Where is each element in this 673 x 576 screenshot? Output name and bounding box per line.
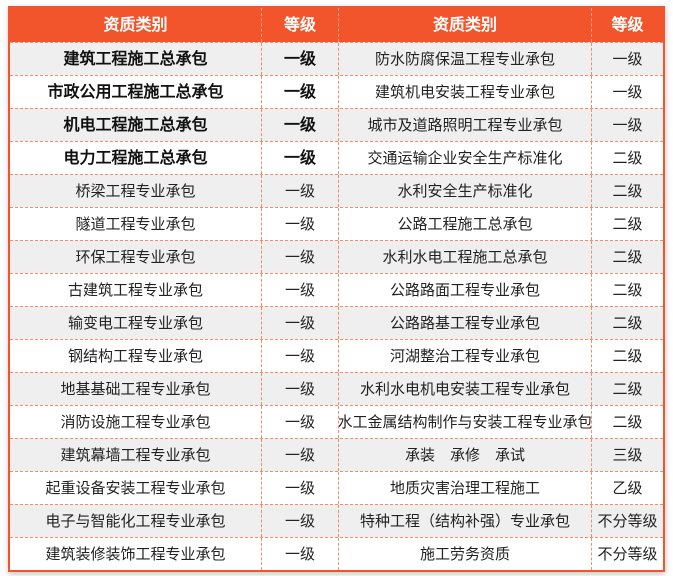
cell-qualification-left: 市政公用工程施工总承包 [10,76,262,108]
cell-qualification-right: 水工金属结构制作与安装工程专业承包 [339,406,592,438]
table-row: 建筑装修装饰工程专业承包 一级 施工劳务资质 不分等级 [10,537,663,570]
table-row: 钢结构工程专业承包 一级 河湖整治工程专业承包 二级 [10,339,663,372]
cell-qualification-right: 防水防腐保温工程专业承包 [339,43,592,75]
table-row: 隧道工程专业承包 一级 公路工程施工总承包 二级 [10,207,663,240]
cell-qualification-right: 公路路面工程专业承包 [339,274,592,306]
cell-qualification-left: 地基基础工程专业承包 [10,373,262,405]
cell-qualification-right: 水利水电工程施工总承包 [339,241,592,273]
table-row: 电力工程施工总承包 一级 交通运输企业安全生产标准化 二级 [10,141,663,174]
cell-qualification-left: 钢结构工程专业承包 [10,340,262,372]
cell-grade-right: 二级 [612,313,643,332]
cell-qualification-right: 建筑机电安装工程专业承包 [339,76,592,108]
cell-grade-left: 一级 [262,208,339,240]
cell-grade-left: 一级 [262,43,339,75]
cell-grade-right: 一级 [612,49,643,68]
cell-grade-left: 一级 [262,307,339,339]
header-grade-right: 等级 [611,15,644,34]
cell-grade-right: 二级 [612,412,643,431]
cell-qualification-right: 地质灾害治理工程施工 [339,472,592,504]
cell-grade-right: 一级 [612,115,643,134]
table-row: 建筑幕墙工程专业承包 一级 承装 承修 承试 三级 [10,438,663,471]
cell-qualification-left: 电力工程施工总承包 [10,142,262,174]
table-row: 机电工程施工总承包 一级 城市及道路照明工程专业承包 一级 [10,108,663,141]
cell-grade-right: 二级 [612,379,643,398]
cell-qualification-left: 建筑工程施工总承包 [10,43,262,75]
cell-grade-left: 一级 [262,406,339,438]
cell-qualification-right: 交通运输企业安全生产标准化 [339,142,592,174]
cell-grade-left: 一级 [262,142,339,174]
cell-grade-right: 二级 [612,181,643,200]
cell-qualification-left: 输变电工程专业承包 [10,307,262,339]
cell-qualification-right: 公路工程施工总承包 [339,208,592,240]
cell-qualification-right: 城市及道路照明工程专业承包 [339,109,592,141]
table-row: 起重设备安装工程专业承包 一级 地质灾害治理工程施工 乙级 [10,471,663,504]
cell-grade-right: 二级 [612,346,643,365]
cell-grade-left: 一级 [262,538,339,570]
cell-qualification-left: 建筑装修装饰工程专业承包 [10,538,262,570]
cell-grade-right: 二级 [612,148,643,167]
table-row: 桥梁工程专业承包 一级 水利安全生产标准化 二级 [10,174,663,207]
table-row: 消防设施工程专业承包 一级 水工金属结构制作与安装工程专业承包 二级 [10,405,663,438]
cell-grade-left: 一级 [262,505,339,537]
cell-grade-right: 三级 [612,445,643,464]
cell-qualification-right: 特种工程（结构补强）专业承包 [339,505,592,537]
cell-qualification-right: 施工劳务资质 [339,538,592,570]
header-qualification-right: 资质类别 [339,8,592,42]
cell-qualification-right: 水利安全生产标准化 [339,175,592,207]
cell-qualification-left: 古建筑工程专业承包 [10,274,262,306]
cell-grade-left: 一级 [262,109,339,141]
cell-grade-right: 一级 [612,82,643,101]
cell-qualification-right: 水利水电机电安装工程专业承包 [339,373,592,405]
cell-grade-left: 一级 [262,274,339,306]
cell-qualification-left: 机电工程施工总承包 [10,109,262,141]
cell-qualification-right: 承装 承修 承试 [339,439,592,471]
header-qualification-left: 资质类别 [10,8,262,42]
table-row: 古建筑工程专业承包 一级 公路路面工程专业承包 二级 [10,273,663,306]
cell-qualification-right: 河湖整治工程专业承包 [339,340,592,372]
cell-qualification-left: 桥梁工程专业承包 [10,175,262,207]
cell-qualification-left: 建筑幕墙工程专业承包 [10,439,262,471]
cell-qualification-left: 消防设施工程专业承包 [10,406,262,438]
cell-grade-left: 一级 [262,340,339,372]
cell-grade-left: 一级 [262,76,339,108]
cell-qualification-left: 电子与智能化工程专业承包 [10,505,262,537]
cell-grade-right: 不分等级 [597,511,658,530]
cell-grade-right: 二级 [612,280,643,299]
cell-grade-left: 一级 [262,241,339,273]
table-header-row: 资质类别 等级 资质类别 等级 [10,8,663,42]
table-row: 电子与智能化工程专业承包 一级 特种工程（结构补强）专业承包 不分等级 [10,504,663,537]
table-row: 环保工程专业承包 一级 水利水电工程施工总承包 二级 [10,240,663,273]
cell-qualification-left: 起重设备安装工程专业承包 [10,472,262,504]
cell-grade-right: 不分等级 [597,544,658,563]
cell-grade-right: 二级 [612,214,643,233]
cell-grade-right: 乙级 [612,478,643,497]
table-row: 市政公用工程施工总承包 一级 建筑机电安装工程专业承包 一级 [10,75,663,108]
cell-grade-left: 一级 [262,373,339,405]
qualification-grade-table: 资质类别 等级 资质类别 等级 建筑工程施工总承包 一级 防水防腐保温工程专业承… [8,6,665,572]
cell-grade-left: 一级 [262,439,339,471]
cell-qualification-right: 公路路基工程专业承包 [339,307,592,339]
cell-grade-left: 一级 [262,472,339,504]
cell-grade-left: 一级 [262,175,339,207]
cell-grade-right: 二级 [612,247,643,266]
cell-qualification-left: 环保工程专业承包 [10,241,262,273]
header-grade-left: 等级 [262,8,339,42]
table-row: 输变电工程专业承包 一级 公路路基工程专业承包 二级 [10,306,663,339]
table-row: 地基基础工程专业承包 一级 水利水电机电安装工程专业承包 二级 [10,372,663,405]
cell-qualification-left: 隧道工程专业承包 [10,208,262,240]
table-row: 建筑工程施工总承包 一级 防水防腐保温工程专业承包 一级 [10,42,663,75]
